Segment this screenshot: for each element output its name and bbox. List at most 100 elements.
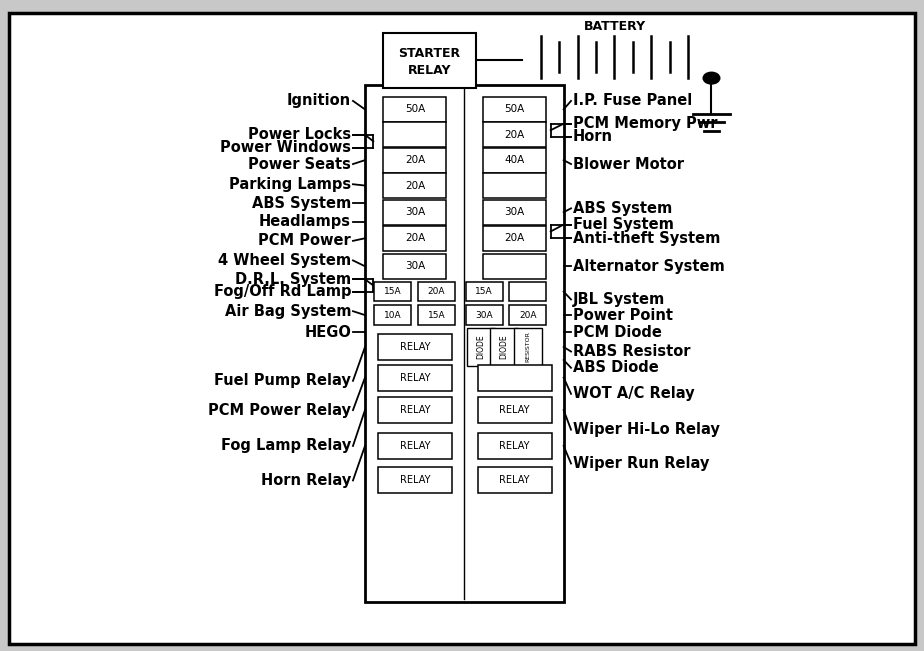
Text: 20A: 20A	[405, 180, 425, 191]
Text: Wiper Hi-Lo Relay: Wiper Hi-Lo Relay	[573, 422, 720, 437]
FancyBboxPatch shape	[478, 467, 552, 493]
FancyBboxPatch shape	[383, 173, 446, 198]
Text: 30A: 30A	[405, 207, 425, 217]
Text: Fuel Pump Relay: Fuel Pump Relay	[214, 373, 351, 389]
FancyBboxPatch shape	[383, 226, 446, 251]
Text: BATTERY: BATTERY	[583, 20, 646, 33]
Text: Headlamps: Headlamps	[259, 214, 351, 230]
FancyBboxPatch shape	[509, 305, 546, 325]
Text: Fog Lamp Relay: Fog Lamp Relay	[221, 438, 351, 454]
FancyBboxPatch shape	[374, 305, 411, 325]
Text: RELAY: RELAY	[399, 441, 431, 451]
Text: 20A: 20A	[428, 287, 445, 296]
FancyBboxPatch shape	[418, 282, 455, 301]
FancyBboxPatch shape	[478, 433, 552, 459]
Text: RABS Resistor: RABS Resistor	[573, 344, 690, 359]
FancyBboxPatch shape	[378, 397, 452, 423]
FancyBboxPatch shape	[509, 282, 546, 301]
Text: 30A: 30A	[505, 207, 525, 217]
FancyBboxPatch shape	[365, 85, 564, 602]
FancyBboxPatch shape	[483, 148, 546, 173]
Text: Ignition: Ignition	[287, 93, 351, 109]
FancyBboxPatch shape	[466, 282, 503, 301]
Text: DIODE: DIODE	[500, 335, 508, 359]
Text: 20A: 20A	[405, 155, 425, 165]
Text: 20A: 20A	[505, 233, 525, 243]
Text: 15A: 15A	[475, 287, 493, 296]
Text: Air Bag System: Air Bag System	[225, 303, 351, 319]
Text: Power Seats: Power Seats	[249, 156, 351, 172]
FancyBboxPatch shape	[483, 226, 546, 251]
Text: 40A: 40A	[505, 155, 525, 165]
Text: Wiper Run Relay: Wiper Run Relay	[573, 456, 710, 471]
Text: 10A: 10A	[384, 311, 402, 320]
Text: Horn Relay: Horn Relay	[261, 473, 351, 488]
Text: Anti-theft System: Anti-theft System	[573, 230, 720, 246]
Text: 15A: 15A	[428, 311, 445, 320]
FancyBboxPatch shape	[483, 173, 546, 198]
Text: HEGO: HEGO	[304, 324, 351, 340]
FancyBboxPatch shape	[383, 97, 446, 122]
Text: 15A: 15A	[384, 287, 402, 296]
Text: WOT A/C Relay: WOT A/C Relay	[573, 386, 695, 402]
Text: 20A: 20A	[505, 130, 525, 140]
FancyBboxPatch shape	[468, 328, 495, 366]
FancyBboxPatch shape	[383, 200, 446, 225]
Text: 50A: 50A	[405, 104, 425, 115]
FancyBboxPatch shape	[483, 200, 546, 225]
FancyBboxPatch shape	[478, 365, 552, 391]
FancyBboxPatch shape	[514, 328, 541, 366]
FancyBboxPatch shape	[483, 254, 546, 279]
FancyBboxPatch shape	[483, 97, 546, 122]
FancyBboxPatch shape	[374, 282, 411, 301]
Text: Power Point: Power Point	[573, 307, 673, 323]
Circle shape	[703, 72, 720, 84]
Text: PCM Diode: PCM Diode	[573, 324, 662, 340]
FancyBboxPatch shape	[378, 365, 452, 391]
Text: RELAY: RELAY	[499, 405, 530, 415]
Text: ABS System: ABS System	[573, 201, 672, 216]
Text: RELAY: RELAY	[499, 441, 530, 451]
FancyBboxPatch shape	[378, 467, 452, 493]
FancyBboxPatch shape	[378, 433, 452, 459]
Text: PCM Power Relay: PCM Power Relay	[208, 402, 351, 418]
Text: Blower Motor: Blower Motor	[573, 156, 684, 172]
Text: 20A: 20A	[405, 233, 425, 243]
Text: Power Windows: Power Windows	[220, 140, 351, 156]
Text: Fuel System: Fuel System	[573, 217, 674, 232]
Text: RESISTOR: RESISTOR	[526, 331, 530, 363]
Text: RELAY: RELAY	[399, 475, 431, 486]
FancyBboxPatch shape	[478, 397, 552, 423]
Text: 20A: 20A	[519, 311, 537, 320]
FancyBboxPatch shape	[383, 148, 446, 173]
Text: RELAY: RELAY	[407, 64, 452, 77]
Text: STARTER: STARTER	[398, 47, 461, 60]
FancyBboxPatch shape	[378, 334, 452, 360]
Text: D.R.L. System: D.R.L. System	[235, 271, 351, 287]
FancyBboxPatch shape	[9, 13, 915, 644]
Text: Power Locks: Power Locks	[248, 127, 351, 143]
Text: ABS System: ABS System	[252, 195, 351, 211]
Text: Horn: Horn	[573, 129, 613, 145]
Text: Alternator System: Alternator System	[573, 258, 724, 274]
FancyBboxPatch shape	[418, 305, 455, 325]
FancyBboxPatch shape	[383, 122, 446, 147]
Text: Parking Lamps: Parking Lamps	[229, 176, 351, 192]
Text: RELAY: RELAY	[399, 405, 431, 415]
FancyBboxPatch shape	[383, 254, 446, 279]
Text: ABS Diode: ABS Diode	[573, 360, 659, 376]
FancyBboxPatch shape	[383, 33, 476, 88]
Text: 30A: 30A	[475, 311, 493, 320]
FancyBboxPatch shape	[490, 328, 517, 366]
FancyBboxPatch shape	[466, 305, 503, 325]
Text: JBL System: JBL System	[573, 292, 665, 307]
Text: RELAY: RELAY	[399, 342, 431, 352]
Text: PCM Memory Pwr: PCM Memory Pwr	[573, 116, 717, 132]
Text: DIODE: DIODE	[477, 335, 486, 359]
Text: RELAY: RELAY	[499, 475, 530, 486]
Text: 4 Wheel System: 4 Wheel System	[218, 253, 351, 268]
Text: I.P. Fuse Panel: I.P. Fuse Panel	[573, 93, 692, 109]
Text: 30A: 30A	[405, 261, 425, 271]
Text: Fog/Off Rd Lamp: Fog/Off Rd Lamp	[213, 284, 351, 299]
Text: RELAY: RELAY	[399, 372, 431, 383]
